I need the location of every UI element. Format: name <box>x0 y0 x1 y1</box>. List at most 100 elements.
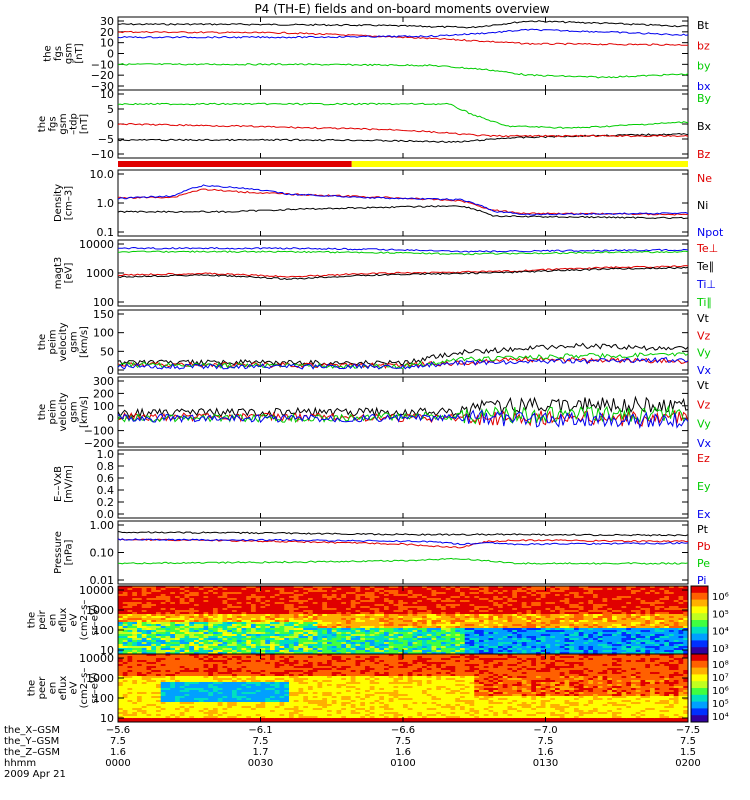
heatmap-cell <box>141 662 147 665</box>
heatmap-cell <box>312 608 318 611</box>
heatmap-cell <box>327 594 333 597</box>
heatmap-cell <box>526 588 532 591</box>
heatmap-cell <box>498 594 504 597</box>
heatmap-cell <box>436 600 442 603</box>
heatmap-cell <box>175 628 181 631</box>
heatmap-cell <box>265 628 271 631</box>
heatmap-cell <box>502 642 508 645</box>
heatmap-cell <box>502 590 508 593</box>
heatmap-cell <box>602 596 608 599</box>
heatmap-cell <box>341 614 347 617</box>
heatmap-cell <box>393 604 399 607</box>
heatmap-cell <box>673 614 679 617</box>
heatmap-cell <box>298 652 304 655</box>
heatmap-cell <box>194 646 200 649</box>
heatmap-cell <box>127 640 133 643</box>
heatmap-cell <box>517 632 523 635</box>
heatmap-cell <box>355 644 361 647</box>
heatmap-cell <box>464 652 470 655</box>
heatmap-cell <box>265 588 271 591</box>
heatmap-cell <box>464 618 470 621</box>
heatmap-cell <box>659 618 665 621</box>
heatmap-cell <box>673 594 679 597</box>
heatmap-cell <box>265 644 271 647</box>
heatmap-cell <box>479 636 485 639</box>
heatmap-cell <box>550 648 556 651</box>
heatmap-cell <box>417 650 423 653</box>
heatmap-cell <box>393 642 399 645</box>
heatmap-cell <box>488 644 494 647</box>
heatmap-cell <box>151 644 157 647</box>
heatmap-cell <box>488 636 494 639</box>
heatmap-cell <box>645 610 651 613</box>
heatmap-cell <box>412 646 418 649</box>
heatmap-cell <box>517 596 523 599</box>
heatmap-cell <box>274 622 280 625</box>
heatmap-cell <box>631 612 637 615</box>
heatmap-cell <box>384 610 390 613</box>
heatmap-cell <box>403 592 409 595</box>
heatmap-cell <box>550 614 556 617</box>
heatmap-cell <box>284 614 290 617</box>
heatmap-cell <box>645 646 651 649</box>
heatmap-cell <box>274 644 280 647</box>
heatmap-cell <box>597 644 603 647</box>
heatmap-cell <box>118 608 124 611</box>
heatmap-cell <box>365 588 371 591</box>
heatmap-cell <box>574 634 580 637</box>
heatmap-cell <box>464 646 470 649</box>
heatmap-cell <box>293 624 299 627</box>
heatmap-cell <box>303 594 309 597</box>
heatmap-cell <box>640 650 646 653</box>
heatmap-cell <box>189 648 195 651</box>
heatmap-cell <box>322 602 328 605</box>
heatmap-cell <box>222 604 228 607</box>
heatmap-cell <box>246 622 252 625</box>
heatmap-cell <box>179 720 185 723</box>
panel-frame <box>117 89 689 159</box>
heatmap-cell <box>545 588 551 591</box>
heatmap-cell <box>455 610 461 613</box>
heatmap-cell <box>293 594 299 597</box>
heatmap-cell <box>146 676 152 679</box>
heatmap-cell <box>450 628 456 631</box>
heatmap-cell <box>298 648 304 651</box>
heatmap-cell <box>270 628 276 631</box>
heatmap-cell <box>179 690 185 693</box>
heatmap-cell <box>175 622 181 625</box>
heatmap-cell <box>331 606 337 609</box>
heatmap-cell <box>593 606 599 609</box>
heatmap-cell <box>270 592 276 595</box>
heatmap-cell <box>445 606 451 609</box>
heatmap-cell <box>569 618 575 621</box>
heatmap-cell <box>118 586 124 589</box>
heatmap-cell <box>165 704 171 707</box>
heatmap-cell <box>265 608 271 611</box>
heatmap-cell <box>213 616 219 619</box>
heatmap-cell <box>146 672 152 675</box>
heatmap-cell <box>156 702 162 705</box>
heatmap-cell <box>545 592 551 595</box>
heatmap-cell <box>346 626 352 629</box>
heatmap-cell <box>246 600 252 603</box>
colorbar-tick-label: 10⁶ <box>712 592 729 603</box>
heatmap-cell <box>498 590 504 593</box>
heatmap-cell <box>450 650 456 653</box>
heatmap-cell <box>578 620 584 623</box>
colorbar-tick-label: 10⁵ <box>712 609 729 620</box>
heatmap-cell <box>194 590 200 593</box>
heatmap-cell <box>317 622 323 625</box>
heatmap-cell <box>170 614 176 617</box>
y-axis-label: Density [cm–3] <box>53 184 75 222</box>
heatmap-cell <box>179 610 185 613</box>
heatmap-cell <box>479 588 485 591</box>
heatmap-cell <box>151 686 157 689</box>
heatmap-cell <box>669 638 675 641</box>
heatmap-cell <box>607 636 613 639</box>
heatmap-cell <box>464 648 470 651</box>
heatmap-cell <box>336 632 342 635</box>
heatmap-cell <box>507 652 513 655</box>
heatmap-cell <box>669 590 675 593</box>
heatmap-cell <box>521 650 527 653</box>
y-axis-label-line: (cm2–s– <box>79 600 90 641</box>
